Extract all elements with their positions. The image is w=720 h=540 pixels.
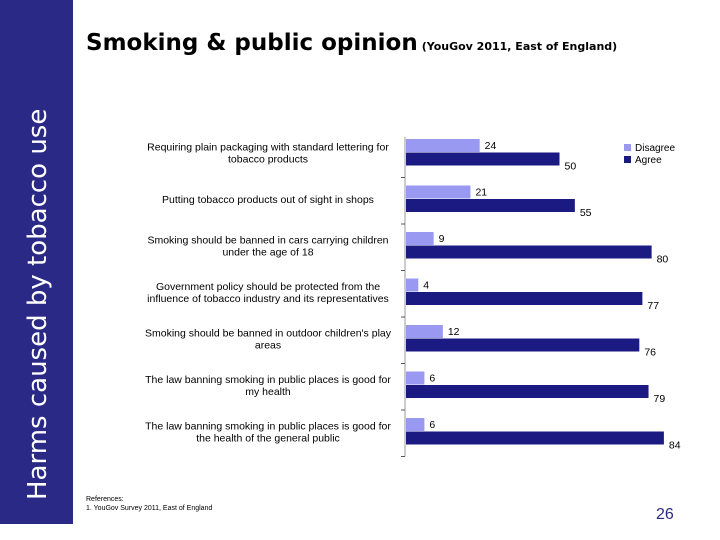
category-label: Smoking should be banned in outdoor chil…: [145, 328, 392, 352]
category-label: The law banning smoking in public places…: [145, 374, 391, 398]
legend-label: Agree: [635, 155, 662, 166]
bar-agree: [406, 199, 575, 212]
data-label: 6: [429, 419, 435, 431]
bar-disagree: [406, 325, 443, 338]
data-label: 80: [657, 254, 669, 266]
data-label: 12: [448, 326, 460, 338]
title-source: (YouGov 2011, East of England): [421, 40, 618, 53]
data-label: 77: [647, 300, 659, 312]
reference-item: 1. YouGov Survey 2011, East of England: [86, 505, 213, 512]
references: References: 1. YouGov Survey 2011, East …: [86, 495, 212, 513]
data-label: 50: [565, 161, 577, 173]
category-label-line: The law banning smoking in public places…: [145, 374, 391, 386]
page-number: 26: [656, 506, 674, 523]
category-label: Smoking should be banned in cars carryin…: [147, 235, 388, 259]
bar-agree: [406, 385, 649, 398]
category-label-line: tobacco products: [228, 154, 308, 166]
bar-agree: [406, 431, 664, 445]
bar-disagree: [406, 185, 471, 199]
data-label: 24: [485, 140, 497, 152]
category-label: Requiring plain packaging with standard …: [147, 142, 389, 166]
bar-disagree: [406, 418, 425, 431]
bar-disagree: [406, 371, 425, 385]
category-label-line: Smoking should be banned in outdoor chil…: [145, 328, 392, 340]
category-label: Government policy should be protected fr…: [147, 281, 389, 305]
bar-disagree: [406, 278, 419, 292]
title-main: Smoking & public opinion: [86, 30, 418, 56]
data-label: 4: [423, 280, 429, 292]
data-label: 84: [669, 440, 681, 452]
data-label: 55: [580, 207, 592, 219]
legend-swatch: [624, 156, 631, 163]
bar-disagree: [406, 139, 480, 152]
category-label-line: Government policy should be protected fr…: [156, 281, 380, 293]
legend-label: Disagree: [635, 143, 675, 154]
category-label-line: Smoking should be banned in cars carryin…: [147, 235, 388, 247]
data-label: 76: [644, 347, 656, 359]
category-label-line: the health of the general public: [196, 433, 340, 445]
bar-disagree: [406, 232, 434, 245]
sidebar-band: Harms caused by tobacco use: [0, 0, 73, 524]
category-label: The law banning smoking in public places…: [145, 421, 391, 445]
references-heading: References:: [86, 496, 124, 503]
legend-swatch: [624, 144, 631, 151]
category-label-line: influence of tobacco industry and its re…: [147, 293, 389, 305]
bar-agree: [406, 338, 640, 352]
category-label: Putting tobacco products out of sight in…: [162, 194, 374, 206]
data-label: 9: [439, 233, 445, 245]
data-label: 6: [429, 373, 435, 385]
category-label-line: areas: [255, 340, 281, 352]
category-label-line: The law banning smoking in public places…: [145, 421, 391, 433]
bar-agree: [406, 292, 643, 305]
data-label: 21: [475, 187, 487, 199]
bar-agree: [406, 245, 652, 259]
category-label-line: Requiring plain packaging with standard …: [147, 142, 389, 154]
category-label-line: my health: [245, 386, 291, 398]
data-label: 79: [654, 393, 666, 405]
page-title: Smoking & public opinion (YouGov 2011, Ea…: [86, 30, 617, 56]
bar-agree: [406, 152, 560, 166]
category-label-line: under the age of 18: [222, 247, 313, 259]
category-label-line: Putting tobacco products out of sight in…: [162, 194, 374, 206]
